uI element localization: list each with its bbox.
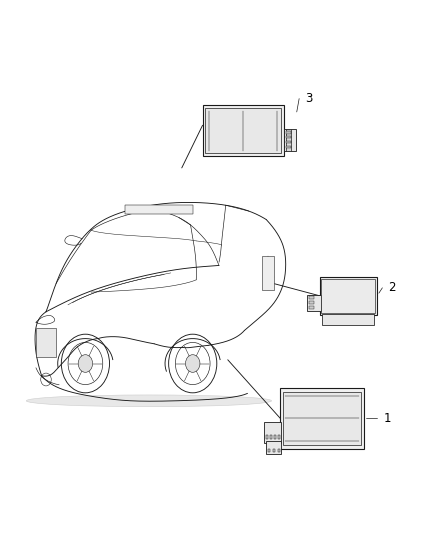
Bar — [309, 306, 314, 309]
Bar — [264, 422, 281, 442]
Bar — [320, 277, 377, 315]
Bar — [266, 435, 268, 439]
Bar — [321, 279, 375, 313]
Bar — [286, 131, 291, 133]
Bar — [286, 141, 291, 143]
Bar — [278, 449, 280, 452]
Bar — [274, 435, 276, 439]
Text: 2: 2 — [388, 281, 396, 294]
Bar — [278, 435, 280, 439]
Bar — [280, 388, 364, 449]
Bar — [202, 106, 284, 156]
Bar — [36, 328, 56, 357]
Bar — [286, 146, 291, 148]
Bar — [309, 296, 314, 299]
Bar — [307, 295, 321, 311]
Bar — [283, 130, 296, 150]
Bar — [268, 449, 270, 452]
Bar — [270, 435, 272, 439]
Circle shape — [186, 355, 200, 372]
Bar — [286, 136, 291, 138]
Bar — [273, 449, 275, 452]
Bar — [309, 301, 314, 304]
Bar — [283, 392, 361, 445]
Bar — [286, 130, 291, 150]
Text: 3: 3 — [305, 92, 312, 105]
Bar — [322, 314, 374, 325]
Bar — [266, 441, 281, 454]
Bar — [125, 205, 193, 214]
Ellipse shape — [26, 395, 272, 407]
Bar — [205, 109, 281, 152]
Circle shape — [78, 355, 93, 372]
Text: 1: 1 — [384, 412, 392, 425]
Bar — [262, 256, 274, 290]
